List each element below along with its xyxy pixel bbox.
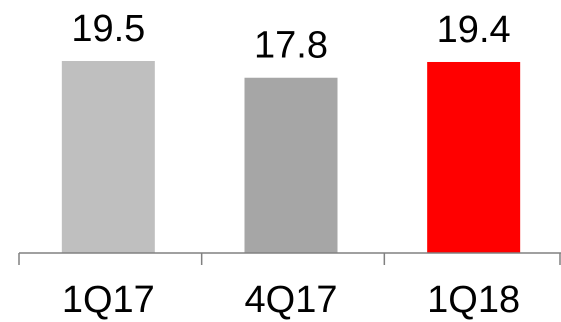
value-labels: 19.5 17.8 19.4 [71,8,510,67]
bar-1q17 [61,61,155,253]
bars-layer [61,61,521,253]
x-tick-label-4q17: 4Q17 [245,279,338,321]
bar-4q17 [244,77,338,253]
value-label-4q17: 17.8 [254,25,328,67]
bar-1q18 [427,61,521,253]
x-tick-label-1q17: 1Q17 [62,279,155,321]
value-label-1q17: 19.5 [71,8,145,50]
x-tick-label-1q18: 1Q18 [427,279,520,321]
value-label-1q18: 19.4 [437,9,511,51]
x-tick-labels: 1Q17 4Q17 1Q18 [62,279,520,321]
x-axis [18,252,561,265]
